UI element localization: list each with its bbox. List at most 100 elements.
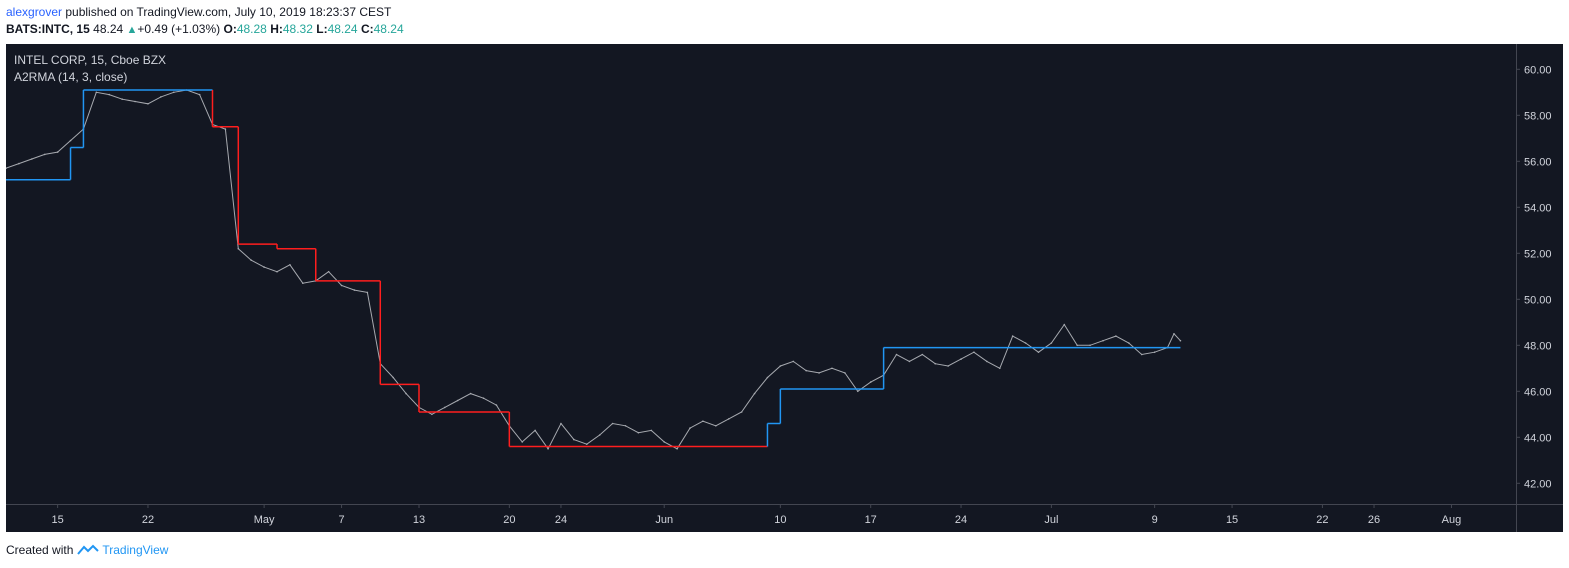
price-point bbox=[18, 162, 20, 165]
x-tick-label: 15 bbox=[51, 514, 63, 526]
price-point bbox=[172, 91, 175, 94]
x-tick-label: 22 bbox=[142, 514, 154, 526]
high-label: H: bbox=[270, 22, 283, 36]
price-point bbox=[727, 418, 730, 420]
price-point bbox=[469, 392, 472, 395]
publish-info: alexgrover published on TradingView.com,… bbox=[6, 4, 391, 20]
price-point bbox=[392, 376, 394, 379]
indicator-series bbox=[6, 89, 1181, 448]
price-point bbox=[740, 411, 743, 413]
x-tick-label: 7 bbox=[338, 514, 344, 526]
price-point bbox=[650, 429, 653, 432]
price-point bbox=[1173, 333, 1175, 335]
y-tick-label: 44.00 bbox=[1524, 432, 1552, 444]
y-tick-label: 54.00 bbox=[1524, 202, 1552, 214]
price-point bbox=[431, 413, 433, 416]
price-point bbox=[624, 425, 627, 427]
x-tick-label: 13 bbox=[413, 514, 425, 526]
author-link[interactable]: alexgrover bbox=[6, 5, 63, 19]
price-point bbox=[95, 91, 98, 94]
price-point bbox=[1115, 335, 1117, 337]
price-point bbox=[869, 381, 872, 383]
chart-frame[interactable]: 42.00 44.00 46.00 48.00 50.00 52.00 54.00 56.00… bbox=[5, 44, 1563, 532]
x-tick-label: 10 bbox=[774, 514, 786, 526]
price-point bbox=[108, 93, 111, 96]
price-point bbox=[134, 100, 136, 103]
symbol-summary: BATS:INTC, 15 48.24 ▲+0.49 (+1.03%) O:48… bbox=[6, 21, 404, 38]
price-point bbox=[121, 98, 123, 100]
price-point bbox=[676, 448, 678, 450]
price-point bbox=[405, 392, 407, 395]
price-point bbox=[69, 139, 72, 142]
price-point bbox=[147, 103, 149, 105]
price-chart[interactable]: 42.00 44.00 46.00 48.00 50.00 52.00 54.00 56.00… bbox=[5, 44, 1563, 532]
price-point bbox=[224, 128, 227, 130]
price-change: +0.49 (+1.03%) bbox=[137, 22, 221, 36]
x-tick-label: 24 bbox=[955, 514, 967, 526]
price-point bbox=[831, 367, 833, 370]
price-point bbox=[598, 434, 601, 436]
price-point bbox=[753, 392, 756, 395]
high-value: 48.32 bbox=[282, 22, 313, 36]
created-with-label: Created with bbox=[6, 543, 74, 557]
x-axis[interactable]: 15 22 May 7 13 20 24 Jun 10 17 24 Jul 9 15 22 26 Aug bbox=[51, 504, 1461, 526]
price-point bbox=[43, 153, 46, 156]
price-point bbox=[56, 151, 59, 153]
x-tick-label: 17 bbox=[865, 514, 877, 526]
price-point bbox=[895, 353, 898, 356]
footer: Created with TradingView bbox=[6, 542, 168, 558]
y-tick-label: 48.00 bbox=[1524, 340, 1552, 352]
price-point bbox=[31, 158, 33, 160]
price-point bbox=[779, 365, 782, 367]
price-point bbox=[495, 404, 498, 406]
price-point bbox=[302, 282, 304, 284]
tradingview-link[interactable]: TradingView bbox=[102, 543, 169, 557]
price-point bbox=[715, 425, 717, 427]
y-tick-label: 60.00 bbox=[1524, 64, 1552, 76]
price-series bbox=[5, 89, 1182, 450]
price-point bbox=[585, 443, 588, 446]
price-point bbox=[276, 270, 278, 273]
y-axis[interactable]: 42.00 44.00 46.00 48.00 50.00 52.00 54.00 56.00… bbox=[1516, 64, 1552, 490]
publish-text: published on TradingView.com, July 10, 2… bbox=[62, 5, 392, 19]
y-tick-label: 46.00 bbox=[1524, 386, 1552, 398]
price-point bbox=[947, 365, 949, 367]
price-point bbox=[663, 441, 666, 443]
price-point bbox=[237, 247, 240, 250]
price-point bbox=[5, 167, 7, 169]
price-point bbox=[934, 362, 937, 365]
price-point bbox=[1024, 342, 1027, 344]
price-point bbox=[456, 399, 459, 402]
x-tick-label: 15 bbox=[1226, 514, 1238, 526]
price-point bbox=[340, 284, 343, 287]
x-tick-label: 9 bbox=[1152, 514, 1158, 526]
price-point bbox=[908, 360, 911, 363]
price-point bbox=[611, 422, 614, 425]
price-point bbox=[960, 358, 962, 360]
price-point bbox=[856, 390, 859, 393]
price-point bbox=[573, 438, 575, 441]
price-point bbox=[1037, 351, 1040, 354]
x-tick-label: Aug bbox=[1442, 514, 1462, 526]
price-point bbox=[366, 291, 369, 294]
price-point bbox=[1153, 351, 1156, 354]
price-point bbox=[1140, 353, 1143, 356]
price-point bbox=[482, 397, 485, 400]
price-point bbox=[1128, 342, 1130, 344]
price-point bbox=[327, 270, 330, 273]
price-point bbox=[805, 369, 807, 372]
price-point bbox=[353, 289, 356, 291]
price-point bbox=[250, 259, 253, 261]
x-tick-label: Jul bbox=[1044, 514, 1058, 526]
legend-indicator: A2RMA (14, 3, close) bbox=[14, 70, 127, 84]
price-point bbox=[986, 360, 988, 363]
price-point bbox=[198, 93, 201, 96]
x-tick-label: Jun bbox=[655, 514, 673, 526]
price-point bbox=[560, 422, 562, 425]
tradingview-logo-icon bbox=[77, 544, 100, 555]
open-label: O: bbox=[223, 22, 237, 36]
legend-title: INTEL CORP, 15, Cboe BZX bbox=[14, 53, 166, 67]
y-tick-label: 52.00 bbox=[1524, 248, 1552, 260]
last-price: 48.24 bbox=[93, 22, 124, 36]
price-point bbox=[1076, 344, 1078, 347]
